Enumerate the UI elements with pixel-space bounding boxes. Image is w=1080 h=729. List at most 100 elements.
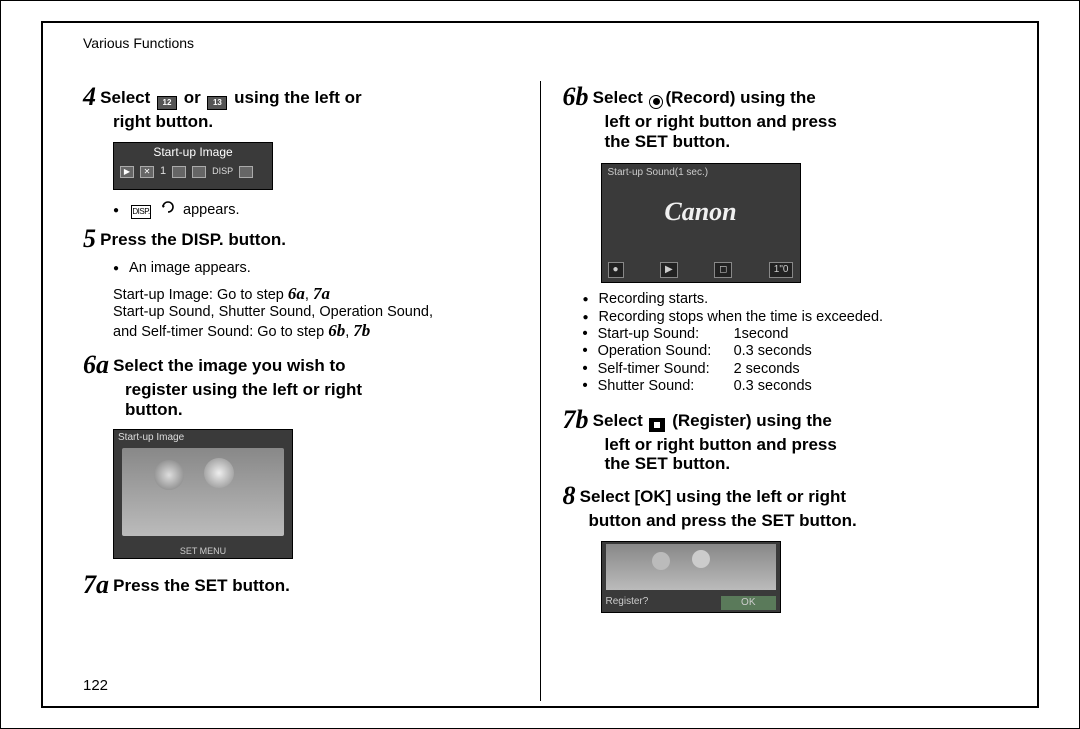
step-text-cont: the SET button. [563,454,998,474]
camera-icon-12: 12 [157,96,177,110]
step-number: 7b [563,405,589,434]
step-4: 4 Select 12 or 13 using the left or righ… [83,81,518,132]
dot-icon [583,326,592,343]
step-text-cont: left or right button and press [563,112,998,132]
step-7a: 7a Press the SET button. [83,569,518,600]
flower-icon [652,552,670,570]
lcd-bot: ● ▶ ◻ 1"0 [608,262,794,278]
bullet-icon [113,202,123,219]
lcd-title: Start-up Image [114,143,272,161]
bullet-text: An image appears. [129,260,251,277]
camera-icon-13: 13 [207,96,227,110]
content-columns: 4 Select 12 or 13 using the left or righ… [61,71,1019,678]
dot-icon [583,343,592,360]
right-column: 6b Select (Record) using the left or rig… [541,71,1020,678]
lcd-register-label: Register? [606,596,649,610]
sound-label: Self-timer Sound: [598,361,728,378]
t: Select [593,411,648,430]
page-number: 122 [83,677,108,694]
t: , [305,287,313,303]
lcd-icon: ✕ [140,166,154,178]
step-7b: 7b Select (Register) using the left or r… [563,404,998,474]
t: (Register) using the [667,411,831,430]
bullet-icon [113,260,123,277]
bullet-icon [583,309,593,326]
lcd-image [606,544,776,590]
lcd-num: 1 [160,165,166,178]
lcd-screenshot-canon: Start-up Sound(1 sec.) Canon ● ▶ ◻ 1"0 [601,163,801,283]
arrow-icon [161,200,175,214]
left-column: 4 Select 12 or 13 using the left or righ… [61,71,540,678]
t: Select [593,88,648,107]
lcd-icon [172,166,186,178]
t: Start-up Sound, Shutter Sound, Operation… [113,304,518,321]
step-text: Select (Register) using the [593,411,832,430]
step-text: Select [OK] using the left or right [580,487,846,506]
step-text: Select (Record) using the [593,88,816,107]
step5-bullet: An image appears. [83,260,518,277]
bullet-text: appears. [183,202,239,219]
step-6b: 6b Select (Record) using the left or rig… [563,81,998,151]
sound-label: Operation Sound: [598,343,728,360]
step-number: 5 [83,224,96,253]
lcd-rec-dot: ● [608,262,624,278]
step-text-cont: button and press the SET button. [563,511,998,531]
lcd-top: Start-up Image [118,432,184,444]
play-icon: ▶ [660,262,678,278]
sound-val: 0.3 seconds [734,343,812,360]
step-text-cont: left or right button and press [563,435,998,455]
goto-block: Start-up Image: Go to step 6a, 7a Start-… [83,284,518,341]
lcd-image [122,448,284,536]
t: and Self-timer Sound: Go to step [113,324,328,340]
t: (Record) using the [665,88,815,107]
lcd-bot: SET MENU [114,546,292,557]
bullet-text: Recording starts. [599,291,709,308]
t: Start-up Image: Go to step [113,287,288,303]
lcd-screenshot-register: Register? OK [601,541,781,613]
step-number: 4 [83,82,96,111]
step-text-cont: register using the left or right [83,380,518,400]
step-8: 8 Select [OK] using the left or right bu… [563,480,998,531]
lcd-brand: Canon [602,196,800,227]
sound-val: 0.3 seconds [734,378,812,395]
ref: 6b [328,321,345,340]
step-text-cont: right button. [83,112,518,132]
step-text-cont: button. [83,400,518,420]
ref: 7a [313,284,330,303]
step-text: Press the SET button. [113,576,290,595]
step-text: Select the image you wish to [113,356,345,375]
t: Select [100,88,155,107]
lcd-top: Start-up Sound(1 sec.) [608,167,709,179]
register-icon [649,418,665,432]
step-number: 6b [563,82,589,111]
step-text-cont: the SET button. [563,132,998,152]
step6b-bullets: Recording starts. Recording stops when t… [563,291,998,395]
lcd-icon [192,166,206,178]
sound-label: Shutter Sound: [598,378,728,395]
step-text: Select 12 or 13 using the left or [100,88,362,107]
lcd-icon [239,166,253,178]
flower-icon [692,550,710,568]
lcd-screenshot-flower: Start-up Image SET MENU [113,429,293,559]
t: or [179,88,205,107]
step-text: Press the DISP. button. [100,230,286,249]
step4-bullet: DISP. appears. [83,200,518,219]
ref: 6a [288,284,305,303]
lcd-disp: DISP [212,166,233,177]
lcd-bot: Register? OK [606,596,776,610]
step-5: 5 Press the DISP. button. [83,223,518,254]
ref: 7b [353,321,370,340]
bullet-icon [583,291,593,308]
step-number: 6a [83,350,109,379]
step-number: 8 [563,481,576,510]
manual-page: Various Functions 4 Select 12 or 13 usin… [0,0,1080,729]
step-6a: 6a Select the image you wish to register… [83,349,518,419]
step-number: 7a [83,570,109,599]
bullet-text: Recording stops when the time is exceede… [599,309,884,326]
lcd-ok-button: OK [721,596,775,610]
t: using the left or [229,88,361,107]
dot-icon [583,378,592,395]
lcd-screenshot-startup-image: Start-up Image ▶ ✕ 1 DISP [113,142,273,190]
sound-val: 2 seconds [734,361,800,378]
lcd-time: 1"0 [769,262,794,278]
